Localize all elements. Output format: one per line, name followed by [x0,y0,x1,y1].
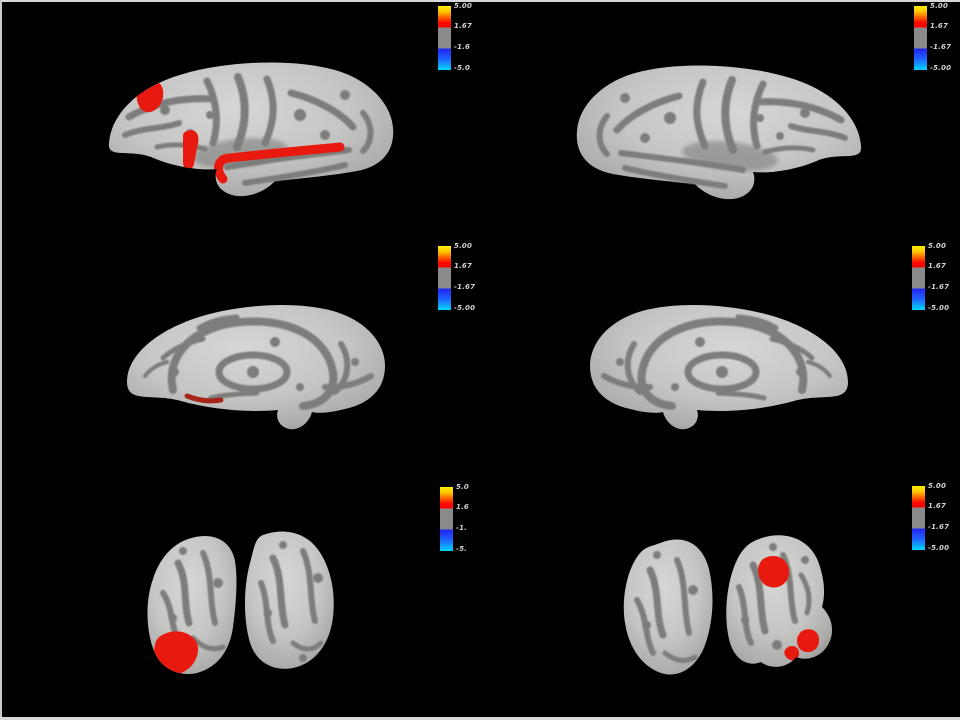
slide-border-bottom [0,717,960,720]
brain-anterior-view [623,535,833,675]
brain-medial-right-view [580,292,860,442]
colorbar-gradient [440,487,453,551]
colorbar-label-pos-thresh: 1.67 [928,502,947,510]
brain-medial-left-view [115,292,395,442]
colorbar-label-max: 5.00 [930,2,949,10]
colorbar-label-max: 5.00 [454,242,473,250]
slide-border-top [0,0,960,2]
activation-cluster [184,393,224,404]
colorbar-label-max: 5.00 [928,242,947,250]
colorbar-gradient [914,6,927,70]
colorbar-label-neg-thresh: -1.67 [930,43,952,51]
colorbar-label-neg-thresh: -1. [456,524,468,532]
colorbar: 5.00 1.67 -1.67 -5.00 [912,242,958,312]
colorbar-label-neg-thresh: -1.67 [928,283,950,291]
colorbar-label-min: -5.00 [928,304,950,312]
colorbar: 5.00 1.67 -1.67 -5.00 [438,242,484,312]
sulci-spots [169,541,323,662]
colorbar-label-min: -5.00 [454,304,476,312]
activation-cluster [153,631,198,675]
brain-posterior-view [147,531,334,675]
colorbar-gradient [438,246,451,310]
colorbar-label-max: 5.00 [454,2,473,10]
brain-lateral-right-view [565,58,875,233]
colorbar-gradient [912,486,925,550]
colorbar-label-pos-thresh: 1.67 [454,22,473,30]
colorbar-label-min: -5.00 [928,544,950,552]
panel-medial-right: 5.00 1.67 -1.67 -5.00 [480,232,960,480]
colorbar-label-pos-thresh: 1.67 [928,262,947,270]
colorbar-label-pos-thresh: 1.67 [454,262,473,270]
colorbar-label-max: 5.00 [928,482,947,490]
colorbar-label-max: 5.0 [456,483,470,491]
colorbar-label-pos-thresh: 1.6 [456,503,470,511]
colorbar: 5.00 1.67 -1.67 -5.00 [914,2,960,72]
colorbar: 5.00 1.67 -1.67 -5.00 [912,482,958,552]
activation-cluster [136,80,345,184]
colorbar-gradient [912,246,925,310]
colorbar-label-neg-thresh: -1.67 [454,283,476,291]
panel-posterior: 5.0 1.6 -1. -5. [0,480,480,720]
colorbar-label-pos-thresh: 1.67 [930,22,949,30]
colorbar-gradient [438,6,451,70]
colorbar-label-min: -5. [456,545,468,553]
colorbar: 5.0 1.6 -1. -5. [440,483,486,553]
brain-lateral-left-view [95,55,405,230]
colorbar-label-min: -5.0 [454,64,471,72]
sulci-spots [643,543,809,650]
colorbar-label-neg-thresh: -1.67 [928,523,950,531]
panel-medial-left: 5.00 1.67 -1.67 -5.00 [0,232,480,480]
slide-border-left [0,0,2,720]
panel-anterior: 5.00 1.67 -1.67 -5.00 [480,480,960,720]
panel-lateral-right: 5.00 1.67 -1.67 -5.00 [480,0,960,232]
panel-lateral-left: 5.00 1.67 -1.6 -5.0 [0,0,480,232]
colorbar-label-min: -5.00 [930,64,952,72]
colorbar-label-neg-thresh: -1.6 [454,43,471,51]
colorbar: 5.00 1.67 -1.6 -5.0 [438,2,484,72]
